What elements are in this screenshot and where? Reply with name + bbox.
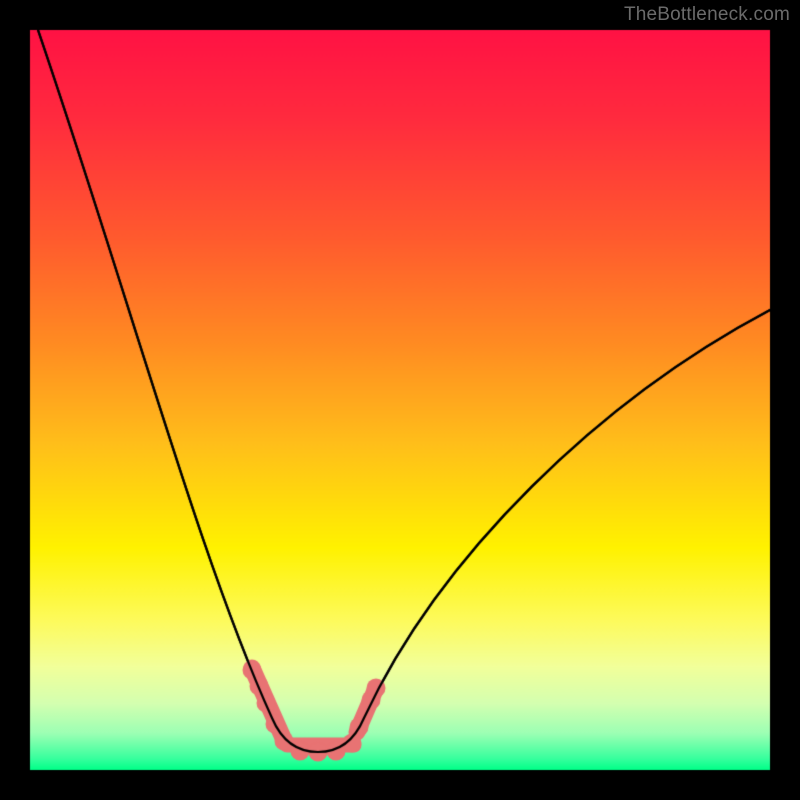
chart-container: TheBottleneck.com bbox=[0, 0, 800, 800]
watermark-text: TheBottleneck.com bbox=[624, 4, 790, 26]
bottleneck-curve-chart bbox=[0, 0, 800, 800]
